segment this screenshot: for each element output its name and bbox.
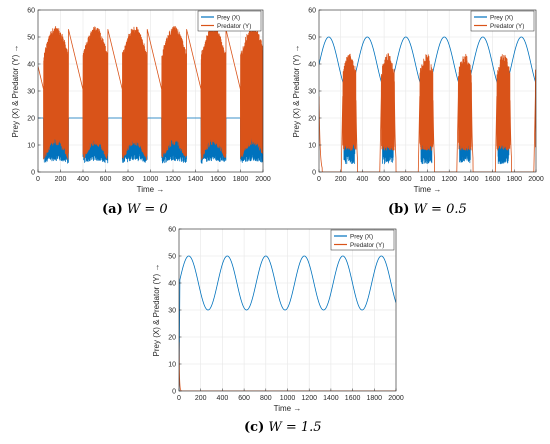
x-tick-label: 1400 xyxy=(188,176,204,183)
y-tick-label: 10 xyxy=(168,362,176,369)
caption-c-text: W = 1.5 xyxy=(268,420,322,435)
x-tick-label: 1600 xyxy=(345,395,361,402)
y-tick-label: 20 xyxy=(27,116,35,123)
legend-label-predator: Predator (Y) xyxy=(490,23,524,30)
legend-label-prey: Prey (X) xyxy=(217,14,240,21)
x-tick-label: 2000 xyxy=(255,176,271,183)
series-line-prey xyxy=(179,255,396,391)
y-axis-label: Prey (X) & Predator (Y) → xyxy=(292,45,301,138)
y-tick-label: 20 xyxy=(308,116,316,123)
x-tick-label: 2000 xyxy=(528,176,544,183)
y-tick-label: 50 xyxy=(308,35,316,42)
x-tick-label: 1800 xyxy=(507,176,523,183)
x-tick-label: 1200 xyxy=(165,176,181,183)
x-tick-label: 600 xyxy=(100,176,112,183)
x-tick-label: 800 xyxy=(122,176,134,183)
y-tick-label: 0 xyxy=(312,170,316,177)
y-tick-label: 0 xyxy=(31,170,35,177)
series-line-predator xyxy=(319,52,536,172)
caption-a: (a) W = 0 xyxy=(102,202,168,217)
x-tick-label: 400 xyxy=(357,176,369,183)
x-tick-label: 1600 xyxy=(485,176,501,183)
y-tick-label: 20 xyxy=(168,335,176,342)
x-axis-label: Time → xyxy=(137,185,165,194)
x-tick-label: 1800 xyxy=(367,395,383,402)
series-group xyxy=(38,26,263,164)
x-tick-label: 200 xyxy=(195,395,207,402)
y-axis-label: Prey (X) & Predator (Y) → xyxy=(152,264,161,357)
legend: Prey (X) Predator (Y) xyxy=(330,229,395,251)
y-tick-label: 60 xyxy=(168,227,176,234)
x-tick-label: 1200 xyxy=(301,395,317,402)
caption-c-letter: (c) xyxy=(244,420,265,435)
y-tick-label: 10 xyxy=(308,143,316,150)
chart-panel-b: 0 200 400 600 800 1000 1200 1400 1600 1800 2000 0 10… xyxy=(292,8,544,195)
x-tick-label: 1600 xyxy=(210,176,226,183)
y-tick-label: 50 xyxy=(168,254,176,261)
x-tick-label: 0 xyxy=(177,395,181,402)
caption-a-letter: (a) xyxy=(102,202,123,217)
x-tick-label: 2000 xyxy=(388,395,404,402)
y-tick-label: 30 xyxy=(308,89,316,96)
series-group xyxy=(319,36,536,172)
y-tick-label: 30 xyxy=(27,89,35,96)
caption-b-letter: (b) xyxy=(388,202,410,217)
legend-label-prey: Prey (X) xyxy=(490,14,513,21)
x-tick-label: 600 xyxy=(378,176,390,183)
y-tick-label: 0 xyxy=(172,389,176,396)
x-tick-label: 1800 xyxy=(233,176,249,183)
x-tick-label: 400 xyxy=(77,176,89,183)
x-tick-label: 1000 xyxy=(143,176,159,183)
x-tick-label: 200 xyxy=(55,176,67,183)
y-tick-label: 50 xyxy=(27,35,35,42)
legend: Prey (X) Predator (Y) xyxy=(470,10,535,32)
x-tick-label: 400 xyxy=(217,395,229,402)
y-tick-label: 30 xyxy=(168,308,176,315)
legend-label-prey: Prey (X) xyxy=(350,233,373,240)
y-tick-label: 60 xyxy=(27,8,35,15)
y-tick-label: 40 xyxy=(27,62,35,69)
x-tick-label: 1400 xyxy=(323,395,339,402)
y-axis-label: Prey (X) & Predator (Y) → xyxy=(11,45,20,138)
y-tick-label: 60 xyxy=(308,8,316,15)
series-line-predator xyxy=(38,26,263,161)
x-tick-label: 200 xyxy=(335,176,347,183)
x-axis-label: Time → xyxy=(274,404,302,413)
x-tick-label: 800 xyxy=(260,395,272,402)
x-tick-label: 0 xyxy=(36,176,40,183)
x-tick-label: 1000 xyxy=(420,176,436,183)
y-tick-label: 40 xyxy=(168,281,176,288)
caption-c: (c) W = 1.5 xyxy=(244,420,322,435)
caption-a-text: W = 0 xyxy=(126,202,168,217)
x-tick-label: 1400 xyxy=(463,176,479,183)
y-tick-label: 40 xyxy=(308,62,316,69)
legend-label-predator: Predator (Y) xyxy=(350,242,384,249)
caption-b: (b) W = 0.5 xyxy=(388,202,467,217)
x-axis-label: Time → xyxy=(414,185,442,194)
x-tick-label: 600 xyxy=(238,395,250,402)
y-tick-label: 10 xyxy=(27,143,35,150)
chart-panel-c: 0 200 400 600 800 1000 1200 1400 1600 1800 2000 0 10… xyxy=(152,227,404,414)
legend-label-predator: Predator (Y) xyxy=(217,23,251,30)
x-tick-label: 800 xyxy=(400,176,412,183)
series-group xyxy=(179,255,396,391)
x-tick-label: 0 xyxy=(317,176,321,183)
x-tick-label: 1200 xyxy=(441,176,457,183)
legend: Prey (X) Predator (Y) xyxy=(197,10,262,32)
x-tick-label: 1000 xyxy=(280,395,296,402)
chart-panel-a: 0 200 400 600 800 1000 1200 1400 1600 1800 2000 0 10… xyxy=(11,8,271,195)
caption-b-text: W = 0.5 xyxy=(413,202,467,217)
